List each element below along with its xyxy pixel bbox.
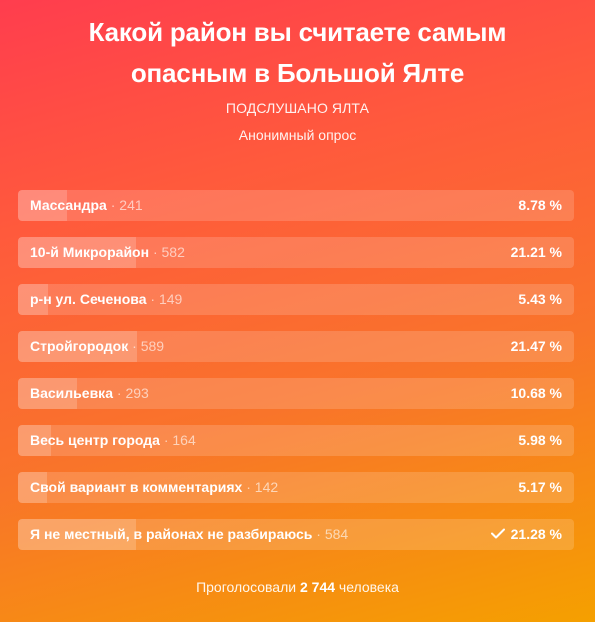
poll-option-result: 10.68 %	[511, 378, 562, 409]
poll-option-label: Васильевка	[30, 385, 113, 401]
poll-option-fill-bar	[18, 519, 137, 550]
poll-option-vote-count: · 164	[160, 432, 196, 448]
poll-option[interactable]: Стройгородок · 589 21.47 %	[18, 331, 574, 362]
poll-option-vote-count: · 293	[113, 385, 149, 401]
poll-title: Какой район вы считаете самым опасным в …	[0, 12, 595, 94]
checkmark-icon	[490, 519, 505, 550]
vote-count-number: 582	[161, 244, 185, 260]
poll-option-percent: 8.78 %	[518, 197, 562, 213]
vote-separator: ·	[152, 244, 158, 260]
poll-option-vote-count: · 149	[147, 291, 183, 307]
vote-separator: ·	[163, 432, 169, 448]
total-votes-suffix: человека	[338, 579, 399, 595]
vote-count-number: 584	[324, 526, 349, 542]
vote-separator: ·	[150, 291, 156, 307]
vote-count-number: 149	[158, 291, 183, 307]
poll-option-fill-bar	[18, 472, 47, 503]
poll-option-text: Весь центр города · 164	[30, 425, 196, 456]
poll-type: Анонимный опрос	[238, 127, 357, 143]
poll-option-text: Свой вариант в комментариях · 142	[30, 472, 278, 503]
vote-count-number: 589	[140, 338, 165, 354]
poll-option-result: 5.43 %	[518, 284, 562, 315]
poll-title-line-2: опасным в Большой Ялте	[130, 58, 465, 88]
total-votes[interactable]: Проголосовали 2 744 человека	[0, 579, 595, 595]
poll-option-fill-bar	[18, 331, 138, 362]
poll-option-vote-count: · 142	[242, 479, 278, 495]
poll-options-list: Массандра · 241 8.78 % 10-й Микрорайон · 5…	[18, 190, 574, 566]
poll-option-percent: 10.68 %	[510, 385, 562, 401]
vote-count-number: 164	[172, 432, 196, 448]
poll-option-text: р-н ул. Сеченова · 149	[30, 284, 182, 315]
poll-option-percent: 21.28 %	[510, 526, 562, 542]
vote-separator: ·	[116, 385, 122, 401]
poll-option-vote-count: · 582	[149, 244, 185, 260]
poll-option[interactable]: Я не местный, в районах не разбираюсь · …	[18, 519, 574, 550]
poll-option-percent: 5.98 %	[518, 432, 562, 448]
poll-option-fill-bar	[18, 237, 136, 268]
poll-option-result: 21.28 %	[490, 519, 562, 550]
total-votes-count: 2 744	[299, 579, 336, 595]
poll-option[interactable]: р-н ул. Сеченова · 149 5.43 %	[18, 284, 574, 315]
poll-option-text: Васильевка · 293	[30, 378, 149, 409]
poll-option-percent: 5.17 %	[518, 479, 562, 495]
poll-option-vote-count: · 584	[312, 526, 348, 542]
poll-option-percent: 21.21 %	[510, 244, 562, 260]
vote-count-number: 241	[119, 197, 143, 213]
poll-option-text: 10-й Микрорайон · 582	[30, 237, 185, 268]
poll-option-result: 21.47 %	[511, 331, 562, 362]
poll-option-percent: 21.47 %	[510, 338, 562, 354]
vote-count-number: 293	[125, 385, 149, 401]
poll-option-fill-bar	[18, 190, 67, 221]
poll-option-fill-bar	[18, 378, 78, 409]
poll-option-percent: 5.43 %	[518, 291, 562, 307]
poll-option-result: 21.21 %	[511, 237, 562, 268]
poll-option-text: Я не местный, в районах не разбираюсь · …	[30, 519, 348, 550]
poll-option[interactable]: 10-й Микрорайон · 582 21.21 %	[18, 237, 574, 268]
poll-option-label: Свой вариант в комментариях	[30, 479, 243, 495]
vote-separator: ·	[110, 197, 116, 213]
poll-option-result: 8.78 %	[518, 190, 562, 221]
vote-count-number: 142	[254, 479, 279, 495]
poll-option[interactable]: Свой вариант в комментариях · 142 5.17 %	[18, 472, 574, 503]
poll-option[interactable]: Массандра · 241 8.78 %	[18, 190, 574, 221]
poll-option-vote-count: · 589	[128, 338, 164, 354]
poll-option-result: 5.98 %	[518, 425, 562, 456]
poll-option-result: 5.17 %	[518, 472, 562, 503]
poll-option-label: Стройгородок	[30, 338, 129, 354]
poll-option-label: 10-й Микрорайон	[30, 244, 150, 260]
poll-option-label: Я не местный, в районах не разбираюсь	[30, 526, 313, 542]
poll-option-label: Массандра	[30, 197, 107, 213]
poll-option-label: р-н ул. Сеченова	[30, 291, 147, 307]
vote-separator: ·	[246, 479, 251, 495]
poll-option-fill-bar	[18, 284, 49, 315]
poll-option[interactable]: Весь центр города · 164 5.98 %	[18, 425, 574, 456]
group-name[interactable]: ПОДСЛУШАНО ЯЛТА	[225, 100, 370, 116]
poll-option-text: Стройгородок · 589	[30, 331, 164, 362]
poll-option-vote-count: · 241	[107, 197, 143, 213]
total-votes-prefix: Проголосовали	[196, 579, 297, 595]
poll-option-fill-bar	[18, 425, 52, 456]
poll-option-label: Весь центр города	[30, 432, 160, 448]
poll-option[interactable]: Васильевка · 293 10.68 %	[18, 378, 574, 409]
poll-title-line-1: Какой район вы считаете самым	[88, 17, 507, 47]
vote-separator: ·	[316, 526, 321, 542]
poll-option-text: Массандра · 241	[30, 190, 143, 221]
vote-separator: ·	[132, 338, 137, 354]
